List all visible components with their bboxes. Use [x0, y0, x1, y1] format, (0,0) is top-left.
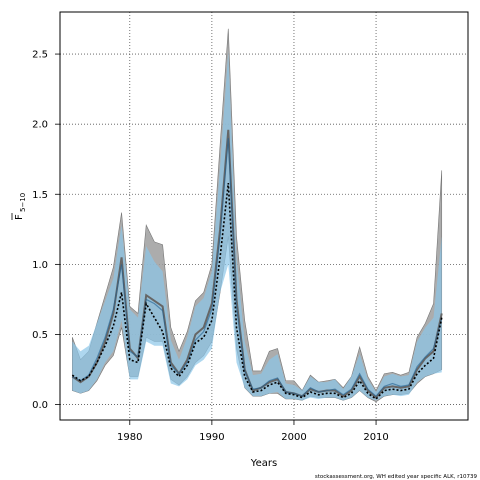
y-axis-title: F 5−10 [11, 193, 27, 220]
y-tick-label: 2.5 [32, 50, 48, 61]
series-lines [71, 129, 443, 401]
x-tick-label: 2010 [363, 432, 388, 443]
blue-confidence-band [72, 51, 442, 401]
x-tick-label: 1980 [117, 432, 142, 443]
x-axis: 1980 1990 2000 2010 [117, 420, 389, 443]
grid-lines [60, 12, 468, 420]
y-axis: 0.0 0.5 1.0 1.5 2.0 2.5 [32, 50, 60, 411]
y-tick-label: 2.0 [32, 120, 48, 131]
plot-frame [59, 11, 469, 421]
x-tick-label: 1990 [199, 432, 224, 443]
y-tick-label: 0.5 [32, 330, 48, 341]
x-tick-label: 2000 [281, 432, 306, 443]
blue-estimate-line [72, 138, 443, 398]
y-tick-label: 0.0 [32, 400, 48, 411]
y-axis-title-main: F [14, 214, 25, 220]
confidence-bands [72, 28, 443, 403]
y-tick-label: 1.5 [32, 190, 48, 201]
y-tick-label: 1.0 [32, 260, 48, 271]
y-axis-title-subscript: 5−10 [19, 193, 27, 212]
dotted-estimate-line [71, 182, 443, 401]
footnote: stockassessment.org, WH edited year spec… [315, 474, 478, 480]
x-axis-title: Years [250, 458, 277, 469]
